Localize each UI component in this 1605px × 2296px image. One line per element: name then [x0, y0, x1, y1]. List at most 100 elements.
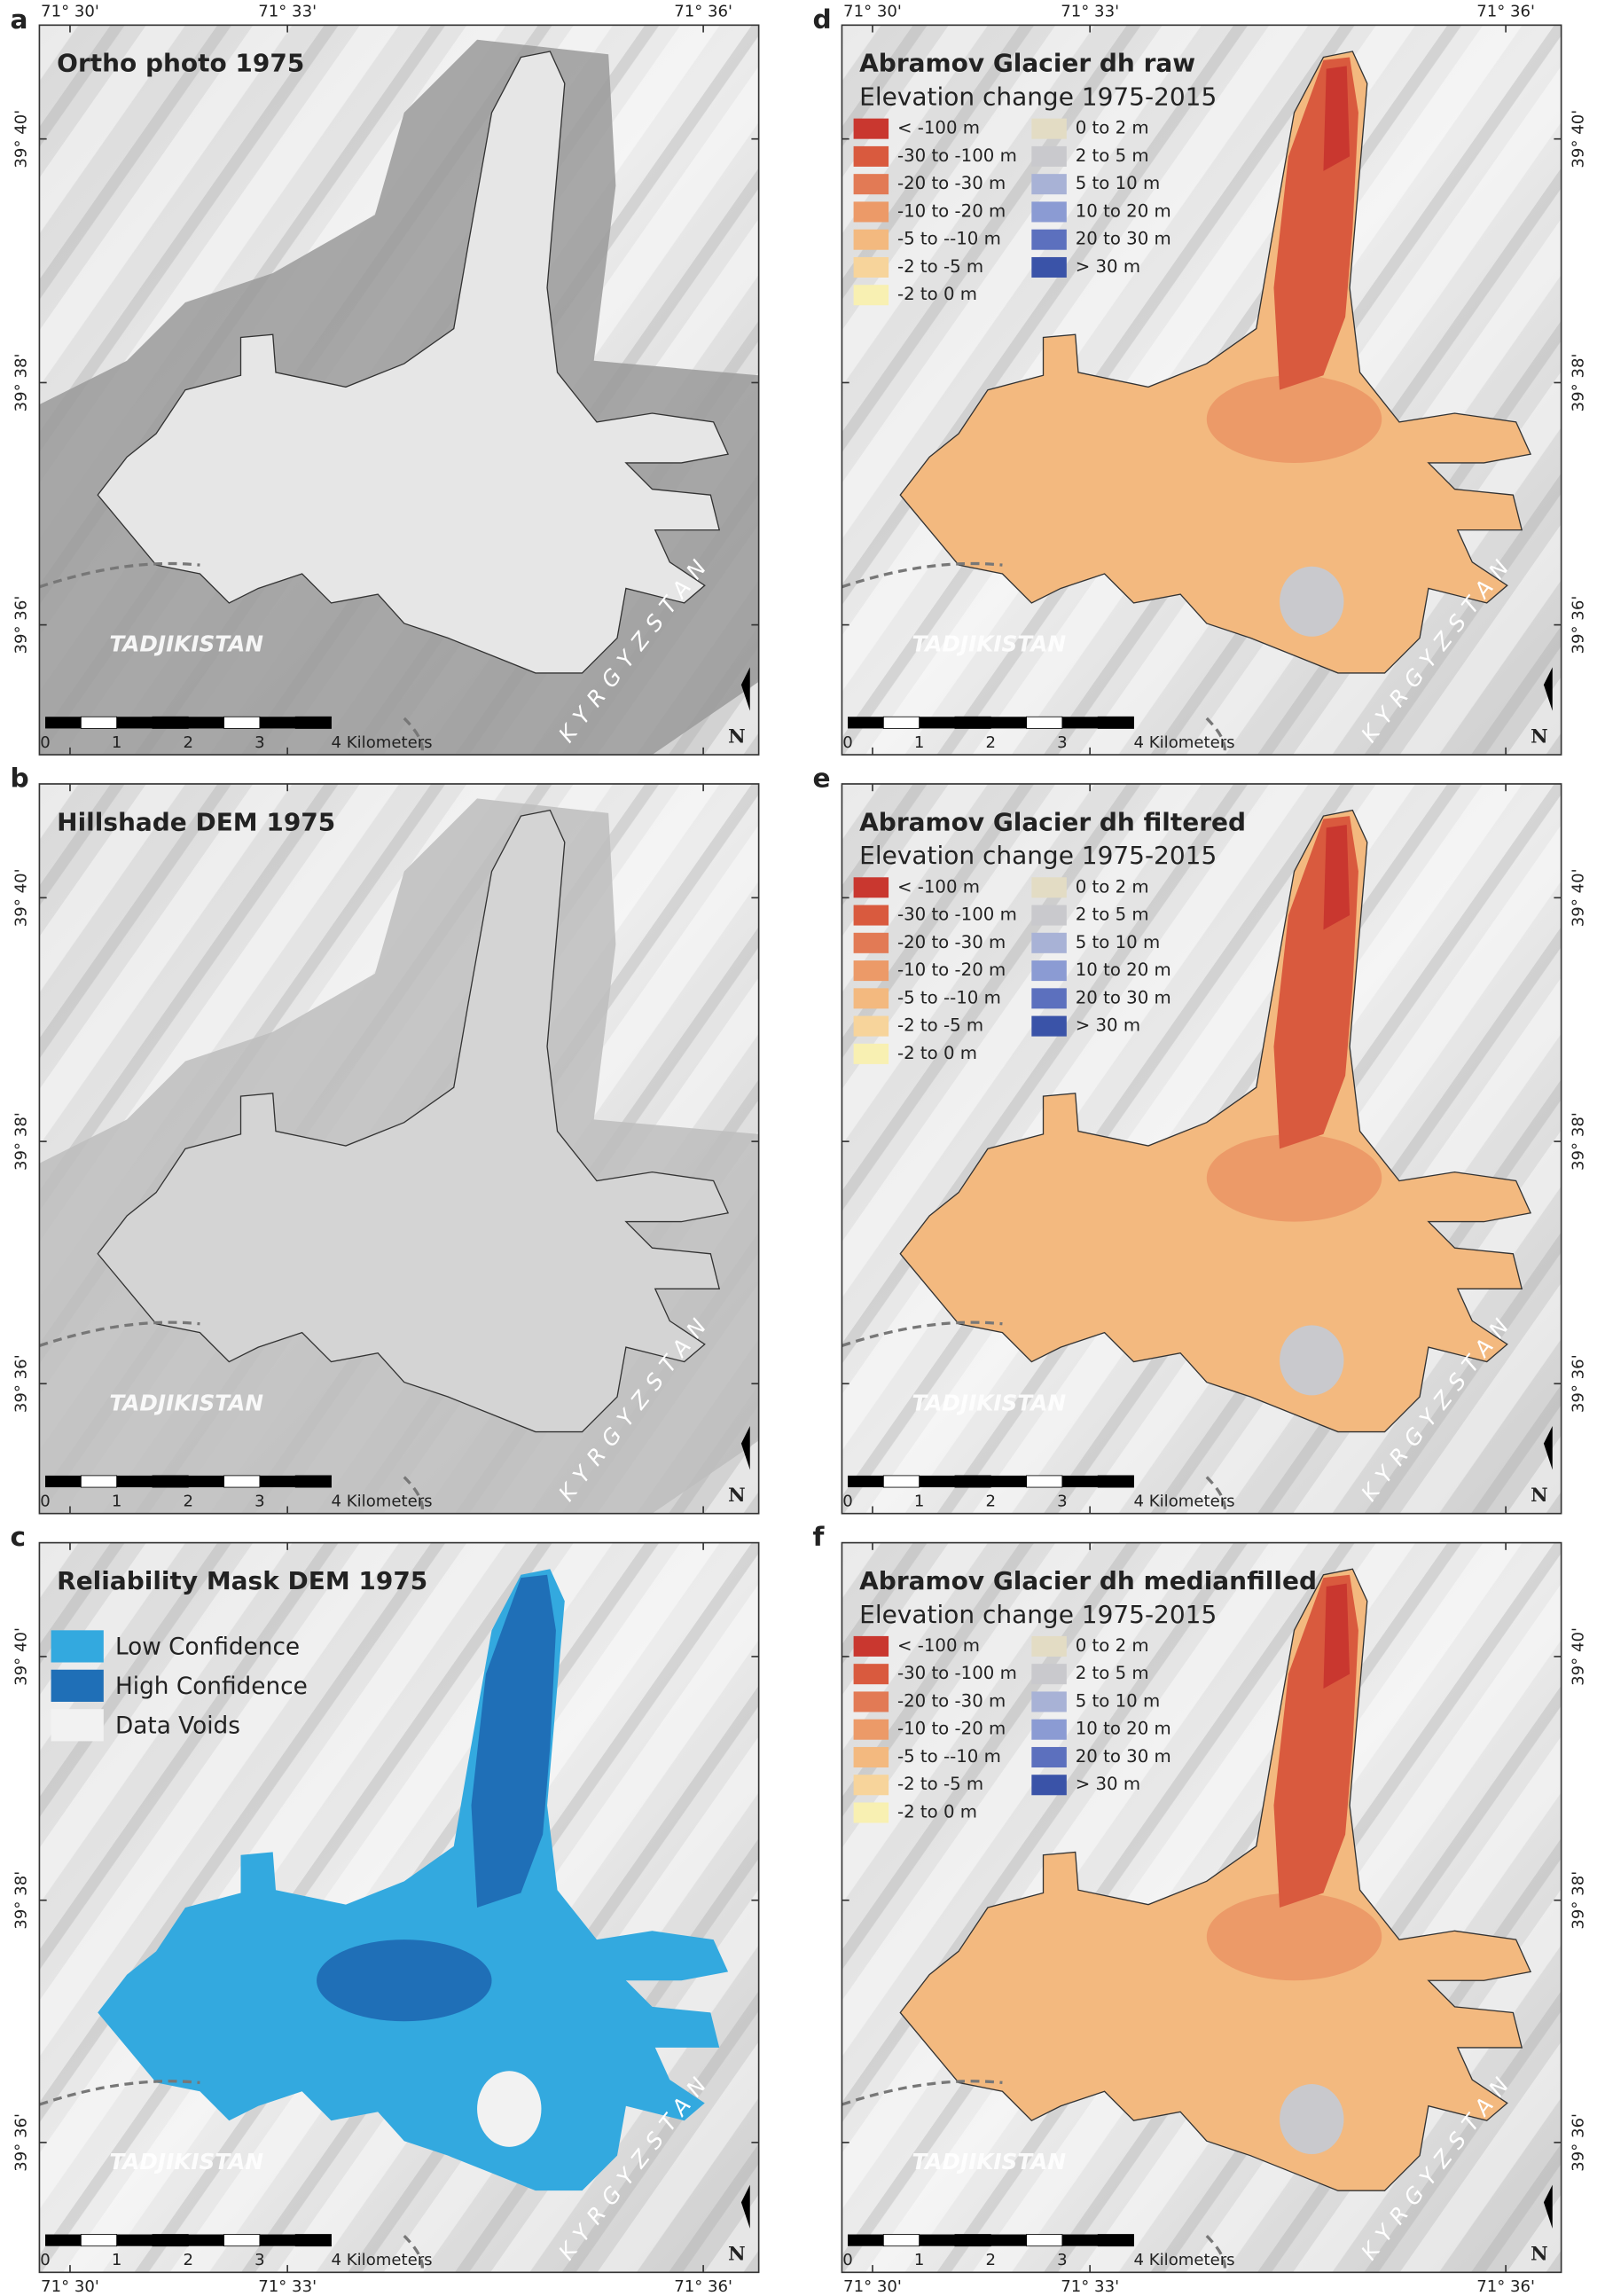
tongue-core [1323, 1583, 1351, 1689]
legend-label: -2 to 0 m [897, 284, 977, 304]
legend-label: -20 to -30 m [897, 932, 1006, 952]
panel-letter: b [11, 764, 29, 794]
scale-segment [882, 1475, 920, 1488]
legend-label: 2 to 5 m [1076, 145, 1149, 166]
map-content: TADJIKISTAN KYRGYZSTAN [842, 783, 1562, 1514]
panel-letter: a [11, 4, 28, 35]
scale-segment [116, 717, 153, 729]
legend-label: 20 to 30 m [1076, 1746, 1171, 1767]
legend-swatch [853, 145, 889, 167]
legend-label: -2 to 0 m [897, 1802, 977, 1822]
country-label: TADJIKISTAN [109, 2149, 263, 2175]
scale-label: 3 [254, 1493, 265, 1511]
legend-label: 5 to 10 m [1076, 932, 1161, 952]
high-confidence [317, 1939, 492, 2022]
panel-subtitle: Elevation change 1975-2015 [859, 82, 1217, 112]
border-line [842, 561, 1003, 589]
latitude-label: 39° 40' [12, 110, 31, 168]
scale-segment [45, 717, 82, 729]
legend-swatch [853, 1043, 889, 1064]
latitude-label: 39° 40' [1569, 110, 1587, 168]
latitude-label: 39° 36' [1569, 596, 1587, 654]
border-line [39, 2080, 200, 2106]
scale-segment [1061, 2234, 1099, 2246]
scale-segment [188, 2234, 224, 2246]
scale-label: 4 Kilometers [1134, 2251, 1235, 2269]
scale-segment [919, 2234, 955, 2246]
legend-swatch [1031, 1719, 1067, 1740]
scale-label: 4 Kilometers [332, 733, 433, 752]
scale-segment [1097, 2234, 1134, 2247]
scale-segment [259, 2234, 296, 2246]
legend-label: 5 to 10 m [1076, 173, 1161, 193]
border-line [1205, 717, 1226, 756]
legend-swatch [853, 877, 889, 898]
latitude-label: 39° 38' [1569, 1112, 1587, 1171]
scale-segment [223, 1475, 261, 1488]
scale-segment [882, 2234, 920, 2247]
scale-label: 4 Kilometers [332, 1493, 433, 1511]
legend-swatch [853, 1802, 889, 1823]
scale-segment [954, 716, 991, 729]
legend-label: -2 to 0 m [897, 1043, 977, 1063]
panel-title: Abramov Glacier dh filtered [859, 807, 1246, 836]
legend-label: -5 to --10 m [897, 229, 1001, 249]
north-arrow [1543, 1425, 1553, 1470]
scale-label: 0 [842, 1493, 853, 1511]
scale-segment [152, 716, 189, 729]
north-label: N [728, 1485, 746, 1507]
country-label: TADJIKISTAN [912, 631, 1066, 657]
void-fill [1280, 566, 1344, 637]
glacier [97, 809, 730, 1433]
longitude-label: 71° 30' [41, 2277, 99, 2296]
scale-segment [294, 1475, 332, 1488]
latitude-label: 39° 40' [12, 1627, 31, 1686]
scale-segment [919, 717, 955, 729]
longitude-label: 71° 36' [674, 3, 732, 21]
scale-segment [259, 717, 296, 729]
scale-segment [80, 1475, 118, 1488]
scale-segment [188, 1475, 224, 1488]
legend-label: 0 to 2 m [1076, 876, 1149, 897]
legend-swatch [1031, 1664, 1067, 1685]
scale-segment [80, 2234, 118, 2247]
scale-label: 3 [1057, 2251, 1068, 2269]
border-line [1205, 2235, 1226, 2273]
legend-swatch [1031, 905, 1067, 926]
scale-label: 3 [254, 2251, 265, 2269]
legend-swatch [1031, 256, 1067, 278]
legend-swatch [1031, 145, 1067, 167]
panel-frame [841, 783, 1562, 1515]
legend-swatch [1031, 1691, 1067, 1712]
scale-label: 1 [914, 2251, 925, 2269]
thinning-zone [1206, 1133, 1382, 1222]
longitude-label: 71° 33' [258, 2277, 317, 2296]
scale-segment [848, 2234, 884, 2246]
latitude-label: 39° 40' [1569, 868, 1587, 927]
border-line [39, 1320, 200, 1348]
scale-segment [919, 1475, 955, 1488]
panel-frame [38, 24, 760, 756]
latitude-label: 39° 38' [12, 1112, 31, 1171]
legend-swatch [853, 174, 889, 195]
legend-label: Data Voids [115, 1712, 240, 1739]
north-label: N [1531, 1485, 1548, 1507]
legend-swatch [853, 960, 889, 982]
legend-swatch [51, 1630, 104, 1663]
scale-label: 0 [842, 2251, 853, 2269]
scale-label: 1 [112, 1493, 122, 1511]
panel-frame [38, 1541, 760, 2274]
legend-swatch [853, 1664, 889, 1685]
legend-label: -5 to --10 m [897, 987, 1001, 1007]
scale-segment [1061, 1475, 1099, 1488]
panel-title: Abramov Glacier dh medianfilled [859, 1566, 1317, 1595]
latitude-label: 39° 36' [12, 2113, 31, 2172]
legend-swatch [1031, 932, 1067, 953]
north-arrow [740, 667, 750, 711]
data-void [477, 2071, 542, 2147]
scale-segment [116, 2234, 153, 2246]
legend-swatch [1031, 118, 1067, 139]
scale-label: 2 [184, 733, 194, 752]
